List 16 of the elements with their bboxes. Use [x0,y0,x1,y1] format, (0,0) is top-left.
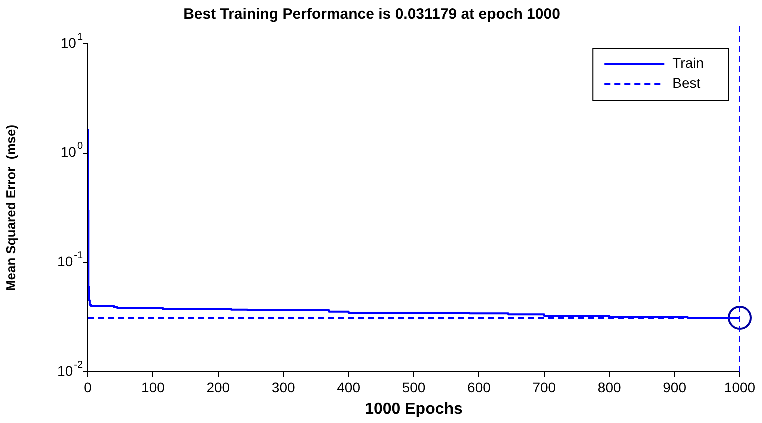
x-tick-label: 900 [663,379,687,396]
x-tick-label: 700 [532,379,556,396]
x-tick-label: 400 [337,379,361,396]
x-axis-title: 1000 Epochs [365,400,464,418]
legend-label: Train [672,54,704,71]
x-tick-label: 100 [142,379,166,396]
x-tick-label: 500 [402,379,426,396]
x-tick-label: 0 [84,379,92,396]
legend-label: Best [672,74,701,91]
x-tick-label: 200 [206,379,230,396]
x-tick-label: 1000 [724,379,756,396]
x-tick-label: 600 [468,379,492,396]
x-tick-label: 800 [598,379,622,396]
y-axis-title: Mean Squared Error (mse) [3,124,18,292]
chart-title: Best Training Performance is 0.031179 at epoch 1000 [184,6,560,24]
x-tick-label: 300 [272,379,296,396]
